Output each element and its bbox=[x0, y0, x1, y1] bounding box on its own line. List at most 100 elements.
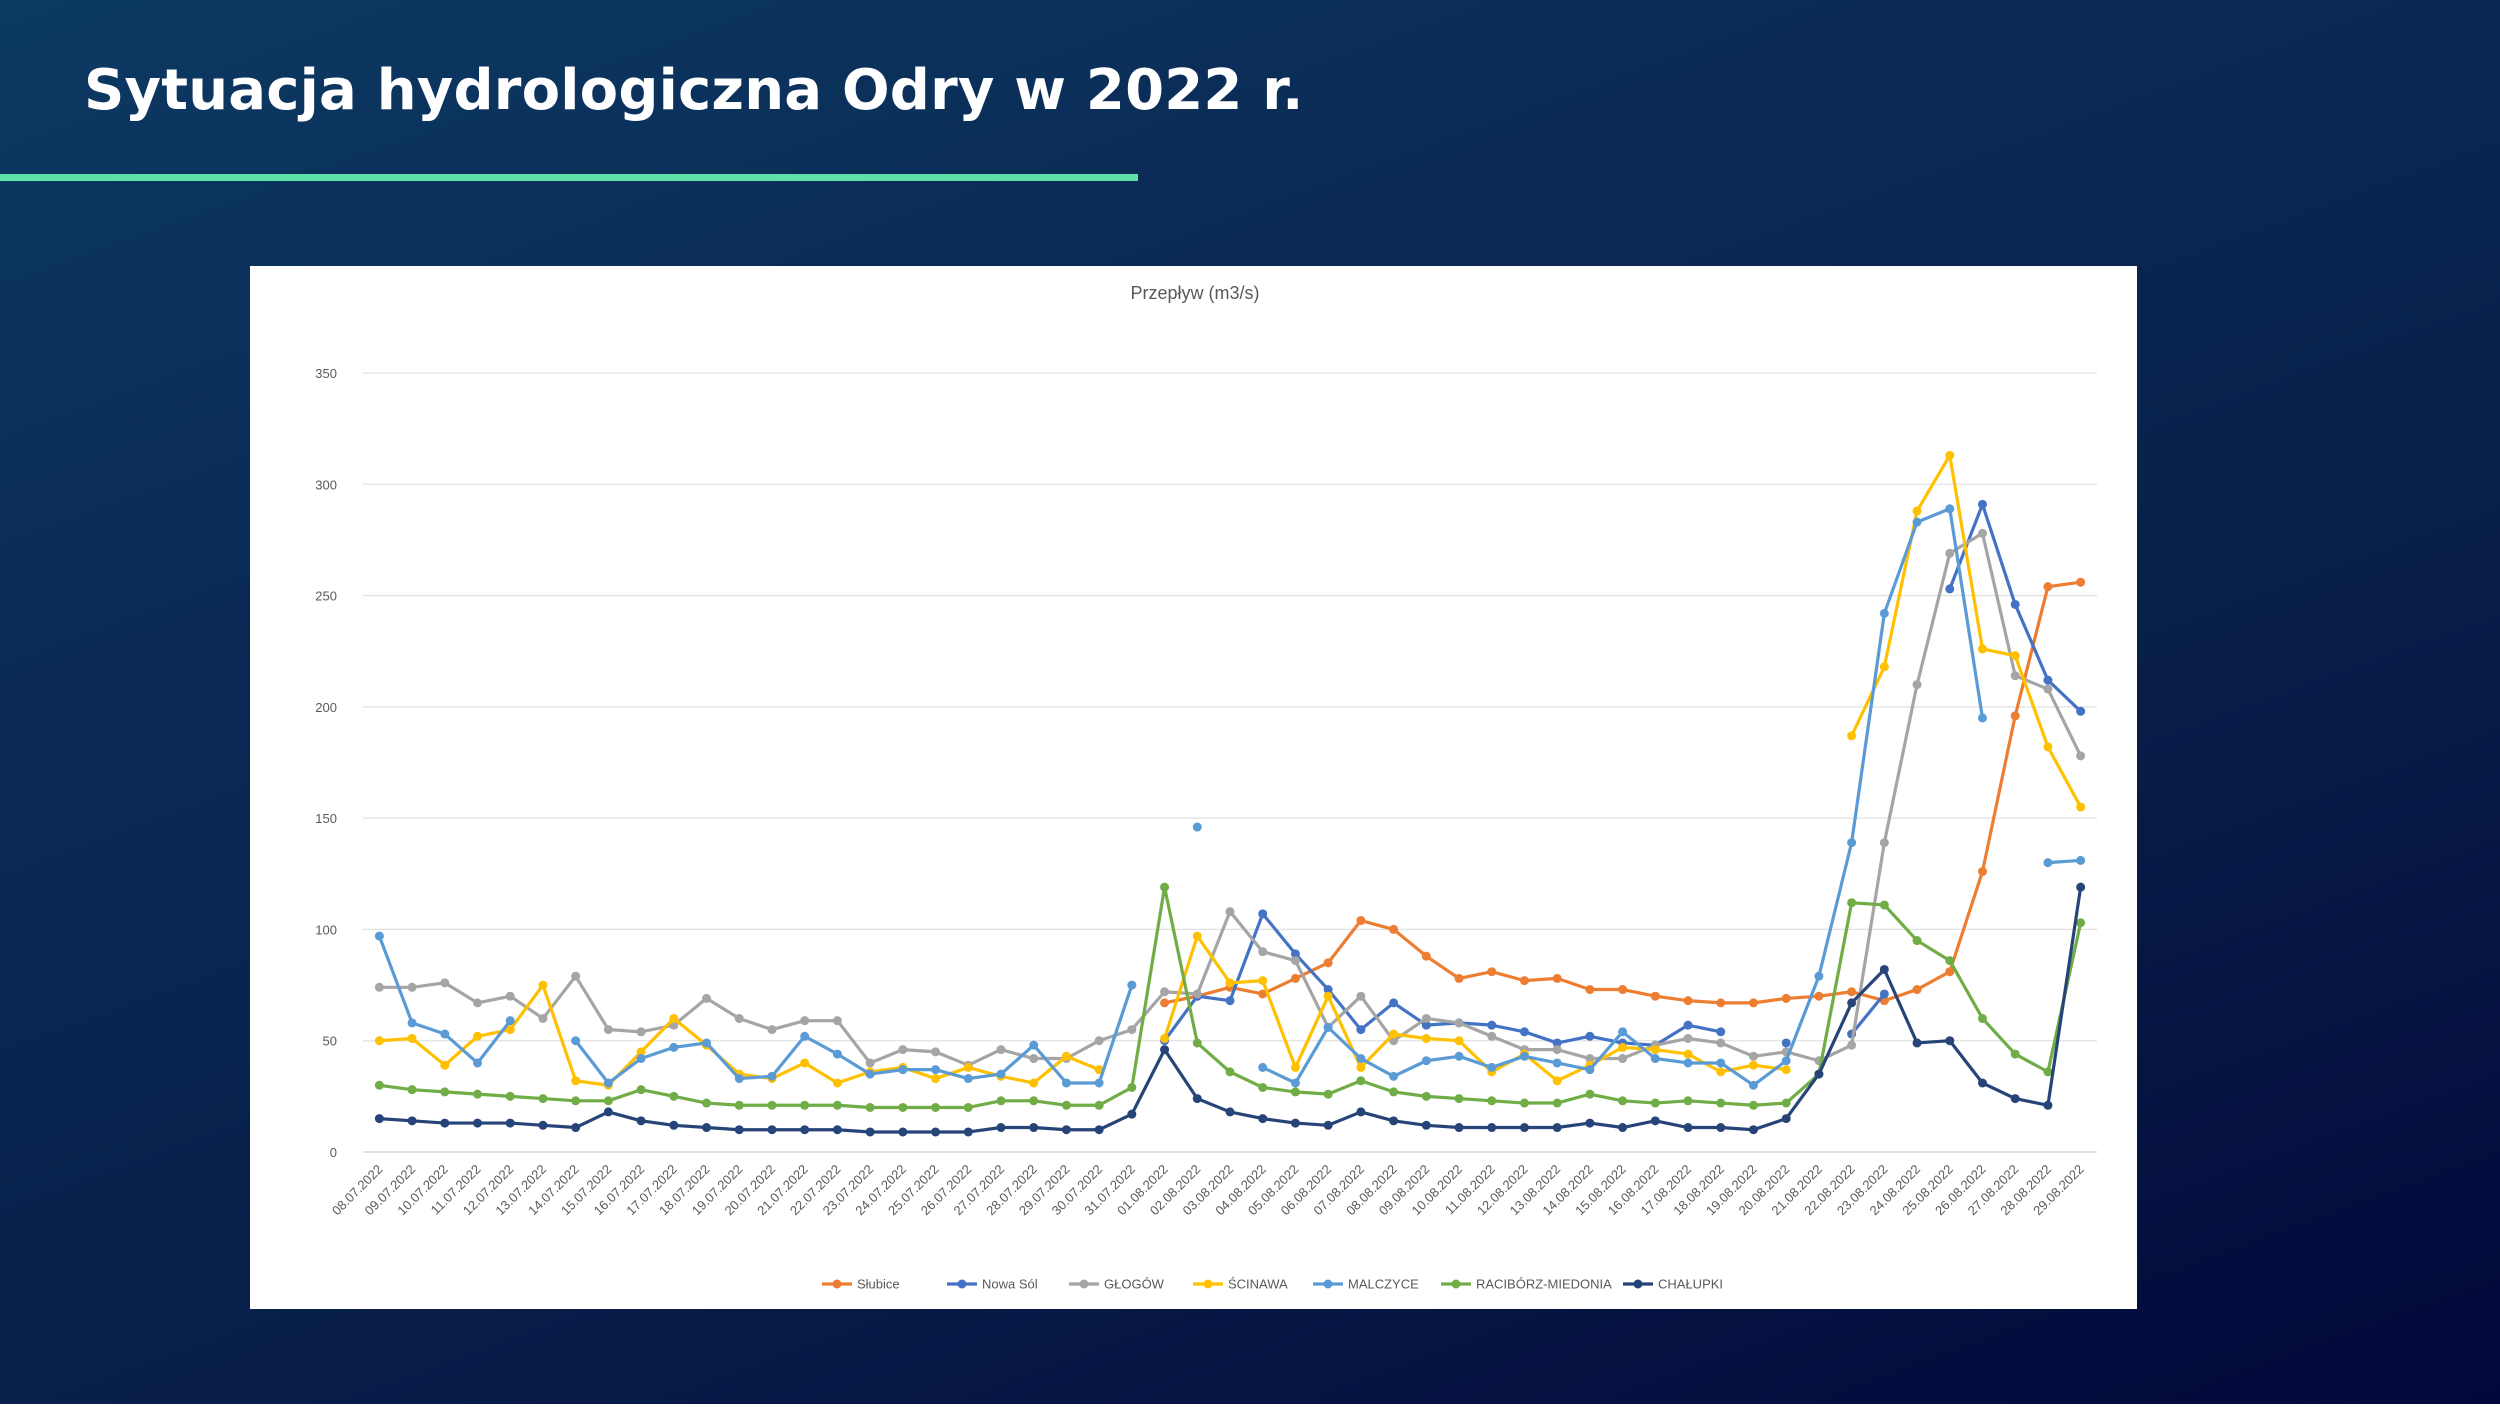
data-point bbox=[1258, 1062, 1268, 1072]
data-point bbox=[1585, 1031, 1595, 1041]
data-point bbox=[1029, 1054, 1039, 1064]
data-point bbox=[1356, 1076, 1366, 1086]
legend-label: RACIBÓRZ-MIEDONIA bbox=[1476, 1277, 1612, 1292]
data-point bbox=[1487, 1020, 1497, 1030]
data-point bbox=[1454, 1018, 1464, 1028]
data-point bbox=[538, 1013, 548, 1023]
data-point bbox=[1847, 731, 1857, 741]
data-point bbox=[1225, 907, 1235, 917]
data-point bbox=[2010, 711, 2020, 721]
data-point bbox=[1879, 964, 1889, 974]
data-point bbox=[1356, 1054, 1366, 1064]
legend-swatch-marker bbox=[1451, 1279, 1461, 1289]
legend-swatch-marker bbox=[1079, 1279, 1089, 1289]
data-point bbox=[1323, 1089, 1333, 1099]
series-line bbox=[1850, 992, 1886, 1036]
data-point bbox=[1879, 838, 1889, 848]
data-point bbox=[1454, 1051, 1464, 1061]
data-point bbox=[1421, 1091, 1431, 1101]
data-point bbox=[505, 1016, 515, 1026]
data-point bbox=[1258, 1114, 1268, 1124]
data-point bbox=[1192, 1094, 1202, 1104]
data-point bbox=[1912, 1038, 1922, 1048]
data-point bbox=[1421, 1120, 1431, 1130]
data-point bbox=[1290, 1118, 1300, 1128]
data-point bbox=[996, 1069, 1006, 1079]
series-line bbox=[379, 886, 2083, 1134]
data-point bbox=[1487, 1096, 1497, 1106]
data-point bbox=[505, 991, 515, 1001]
legend-swatch-marker bbox=[1633, 1279, 1643, 1289]
data-point bbox=[1716, 1027, 1726, 1037]
legend-item: RACIBÓRZ-MIEDONIA bbox=[1441, 1277, 1612, 1292]
data-point bbox=[538, 1094, 548, 1104]
data-point bbox=[636, 1085, 646, 1095]
data-point bbox=[374, 1080, 384, 1090]
legend-item: Nowa Sól bbox=[947, 1277, 1038, 1292]
data-point bbox=[1127, 1109, 1137, 1119]
data-point bbox=[1781, 1056, 1791, 1066]
data-point bbox=[702, 993, 712, 1003]
data-point bbox=[1290, 956, 1300, 966]
data-point bbox=[1487, 1062, 1497, 1072]
data-point bbox=[1290, 973, 1300, 983]
data-point bbox=[1389, 1071, 1399, 1081]
data-point bbox=[702, 1098, 712, 1108]
legend-item: Słubice bbox=[822, 1277, 900, 1292]
data-point bbox=[1585, 985, 1595, 995]
data-point bbox=[538, 1120, 548, 1130]
legend-item: ŚCINAWA bbox=[1193, 1277, 1288, 1292]
data-point bbox=[1389, 1087, 1399, 1097]
data-point bbox=[440, 978, 450, 988]
data-point bbox=[1977, 1013, 1987, 1023]
data-point bbox=[538, 980, 548, 990]
series-racib-rz-miedonia bbox=[374, 882, 2086, 1112]
data-point bbox=[1683, 1123, 1693, 1133]
data-point bbox=[898, 1127, 908, 1137]
data-point bbox=[1945, 548, 1955, 558]
data-point bbox=[407, 1116, 417, 1126]
series-line bbox=[574, 984, 1134, 1085]
data-point bbox=[571, 1076, 581, 1086]
data-point bbox=[571, 1123, 581, 1133]
data-point bbox=[473, 1058, 483, 1068]
data-point bbox=[2010, 1049, 2020, 1059]
data-point bbox=[1029, 1040, 1039, 1050]
data-point bbox=[767, 1025, 777, 1035]
data-point bbox=[1781, 1098, 1791, 1108]
data-point bbox=[2043, 684, 2053, 694]
data-point bbox=[1748, 1100, 1758, 1110]
data-point bbox=[473, 1118, 483, 1128]
data-point bbox=[1290, 1062, 1300, 1072]
data-point bbox=[1225, 978, 1235, 988]
data-point bbox=[1454, 1094, 1464, 1104]
legend-label: CHAŁUPKI bbox=[1658, 1277, 1723, 1292]
data-point bbox=[1552, 973, 1562, 983]
data-point bbox=[603, 1096, 613, 1106]
data-point bbox=[1356, 991, 1366, 1001]
data-point bbox=[1061, 1100, 1071, 1110]
data-point bbox=[1781, 1114, 1791, 1124]
data-point bbox=[1519, 1123, 1529, 1133]
data-point bbox=[1519, 1098, 1529, 1108]
data-point bbox=[2010, 671, 2020, 681]
data-point bbox=[1618, 1054, 1628, 1064]
bottom-border bbox=[0, 1404, 2500, 1407]
data-point bbox=[800, 1058, 810, 1068]
data-point bbox=[669, 1013, 679, 1023]
data-point bbox=[931, 1065, 941, 1075]
data-point bbox=[1716, 1098, 1726, 1108]
data-point bbox=[1389, 998, 1399, 1008]
data-point bbox=[1618, 1042, 1628, 1052]
data-point bbox=[1814, 971, 1824, 981]
data-point bbox=[1094, 1125, 1104, 1135]
data-point bbox=[2076, 882, 2086, 892]
data-point bbox=[1847, 898, 1857, 908]
data-point bbox=[1945, 584, 1955, 594]
data-point bbox=[1290, 949, 1300, 959]
data-point bbox=[2076, 706, 2086, 716]
data-point bbox=[1912, 680, 1922, 690]
data-point bbox=[2076, 751, 2086, 761]
y-tick-label: 200 bbox=[315, 700, 337, 715]
data-point bbox=[2043, 742, 2053, 752]
